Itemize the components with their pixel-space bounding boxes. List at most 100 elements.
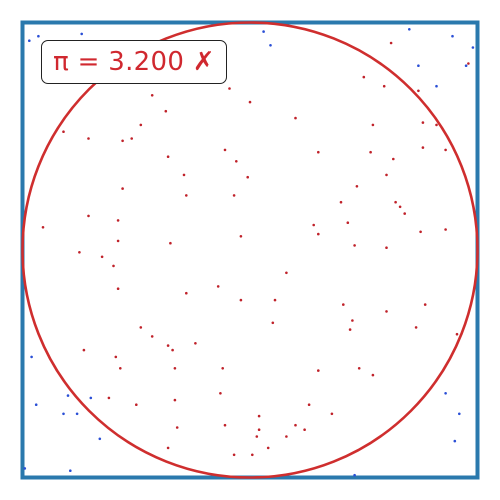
outside-point (98, 437, 102, 441)
inside-point (185, 291, 188, 295)
inside-point (150, 94, 154, 97)
inside-point (235, 160, 238, 163)
inside-point (444, 228, 447, 231)
outside-point (269, 44, 272, 47)
inside-point (135, 403, 138, 407)
inside-point (398, 205, 402, 209)
inside-point (116, 287, 120, 291)
inside-point (228, 87, 231, 90)
inside-point (119, 367, 122, 370)
outside-point (435, 84, 438, 88)
unit-circle-boundary (21, 21, 479, 479)
inside-point (294, 116, 297, 120)
inside-point (150, 335, 154, 338)
inside-point (251, 453, 254, 457)
inside-point (346, 221, 350, 224)
sample-points (23, 28, 475, 477)
inside-point (78, 251, 81, 254)
inside-point (232, 453, 236, 457)
inside-point (351, 319, 354, 322)
inside-point (87, 137, 90, 140)
inside-point (348, 328, 352, 331)
inside-point (385, 173, 388, 177)
outside-point (471, 46, 475, 49)
inside-point (219, 392, 222, 395)
inside-point (41, 226, 45, 229)
outside-point (62, 412, 65, 416)
inside-point (444, 148, 447, 152)
outside-point (451, 34, 454, 38)
inside-point (389, 41, 393, 45)
inside-point (182, 173, 186, 177)
inside-point (317, 232, 320, 236)
inside-point (385, 310, 388, 313)
inside-point (232, 194, 236, 197)
outside-point (23, 467, 27, 470)
inside-point (166, 155, 170, 158)
inside-point (100, 255, 104, 259)
inside-point (342, 303, 345, 306)
inside-point (62, 130, 65, 133)
inside-point (116, 239, 120, 243)
inside-point (112, 264, 115, 268)
inside-point (285, 435, 288, 438)
inside-point (382, 84, 386, 88)
outside-point (28, 39, 31, 42)
inside-point (173, 367, 177, 370)
inside-point (239, 235, 243, 238)
inside-point (139, 326, 143, 329)
outside-point (464, 64, 468, 67)
inside-point (421, 121, 425, 124)
inside-point (169, 241, 172, 245)
inside-point (285, 271, 288, 275)
inside-point (307, 403, 311, 407)
outside-point (408, 28, 411, 31)
inside-point (394, 200, 397, 204)
pi-estimate-label: π = 3.200 ✗ (53, 47, 215, 77)
inside-point (173, 398, 177, 402)
inside-point (421, 146, 425, 149)
inside-point (403, 212, 407, 215)
outside-point (34, 403, 38, 407)
inside-point (121, 187, 124, 190)
inside-point (303, 428, 306, 432)
inside-point (164, 109, 168, 113)
outside-point (75, 412, 79, 416)
outside-point (458, 412, 461, 416)
inside-point (175, 426, 179, 429)
inside-point (317, 369, 320, 372)
outside-point (444, 392, 447, 395)
outside-point (66, 394, 70, 397)
inside-point (392, 157, 395, 161)
inside-point (248, 100, 252, 104)
inside-point (435, 123, 438, 127)
inside-point (371, 123, 375, 127)
inside-point (216, 285, 220, 288)
inside-point (419, 230, 422, 234)
inside-point (221, 367, 224, 370)
inside-point (257, 414, 261, 418)
inside-point (455, 332, 459, 336)
outside-point (453, 439, 457, 443)
inside-point (139, 123, 143, 127)
inside-point (223, 148, 227, 152)
outside-point (89, 396, 93, 400)
inside-point (294, 423, 297, 427)
outside-point (69, 469, 72, 473)
inside-point (255, 435, 259, 438)
outside-point (262, 30, 265, 33)
inside-point (330, 412, 334, 416)
outside-point (80, 32, 83, 36)
inside-point (266, 446, 270, 450)
inside-point (130, 137, 133, 140)
inside-point (166, 446, 170, 450)
inside-point (312, 223, 316, 227)
inside-point (355, 185, 359, 188)
outside-point (37, 34, 40, 38)
inside-point (239, 298, 243, 302)
inside-point (271, 321, 275, 325)
inside-point (171, 348, 174, 352)
inside-point (423, 303, 427, 306)
inside-point (339, 200, 343, 204)
